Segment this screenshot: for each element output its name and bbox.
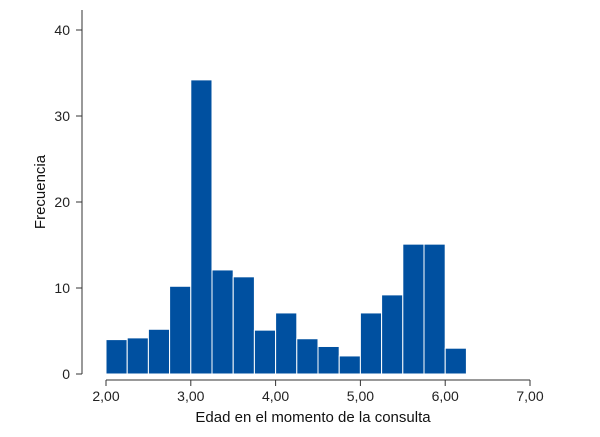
y-tick-label: 30	[54, 108, 70, 124]
histogram-bar	[444, 347, 467, 375]
histogram-bar	[105, 339, 128, 375]
y-tick-label: 40	[54, 22, 70, 38]
x-tick-label: 5,00	[347, 388, 374, 404]
x-ticks-group: 2,00 3,00 4,00 5,00 6,00 7,00	[92, 380, 544, 404]
x-axis-title: Edad en el momento de la consulta	[195, 409, 431, 426]
histogram-bar	[169, 285, 192, 375]
histogram-bar	[147, 328, 171, 375]
histogram-bar	[232, 276, 255, 375]
histogram-bar	[317, 345, 340, 375]
histogram-bar	[190, 79, 213, 375]
histogram-bar	[402, 243, 425, 375]
histogram-bar	[381, 294, 404, 375]
histogram-bar	[296, 338, 319, 375]
histogram-bar	[338, 355, 361, 375]
histogram-bar	[126, 337, 149, 375]
x-tick-label: 7,00	[516, 388, 543, 404]
x-tick-label: 2,00	[92, 388, 119, 404]
y-tick-label: 20	[54, 194, 70, 210]
x-tick-label: 4,00	[262, 388, 289, 404]
histogram-bar	[423, 243, 446, 375]
histogram-bar	[211, 269, 234, 375]
bars-group	[105, 79, 467, 375]
histogram-bar	[253, 329, 277, 375]
histogram-bar	[275, 312, 298, 375]
histogram-bar	[359, 312, 383, 375]
y-axis-title: Frecuencia	[32, 154, 49, 229]
x-tick-label: 6,00	[432, 388, 459, 404]
y-tick-label: 10	[54, 280, 70, 296]
y-tick-label: 0	[62, 366, 70, 382]
x-tick-label: 3,00	[177, 388, 204, 404]
y-ticks-group: 0 10 20 30 40	[54, 22, 82, 382]
